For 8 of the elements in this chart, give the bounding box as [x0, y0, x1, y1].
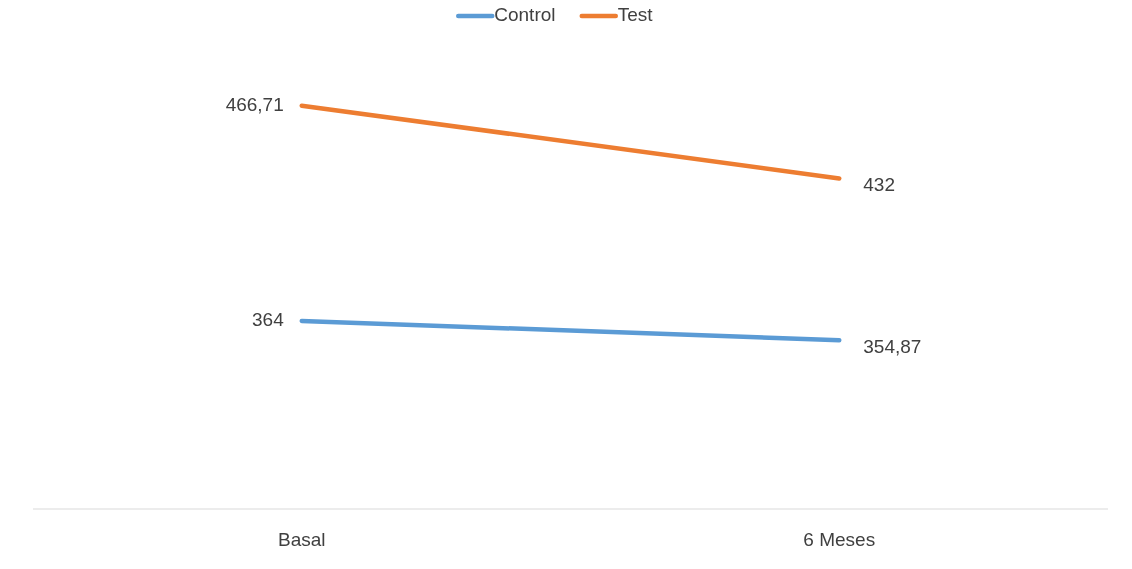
x-tick-label: 6 Meses	[803, 529, 876, 551]
data-label: 466,71	[225, 93, 284, 115]
data-label: 354,87	[863, 336, 922, 358]
data-label: 364	[252, 309, 285, 331]
legend-label: Control	[494, 4, 556, 26]
x-tick-label: Basal	[277, 529, 326, 551]
data-label: 432	[863, 174, 895, 196]
legend-label: Test	[617, 4, 654, 26]
